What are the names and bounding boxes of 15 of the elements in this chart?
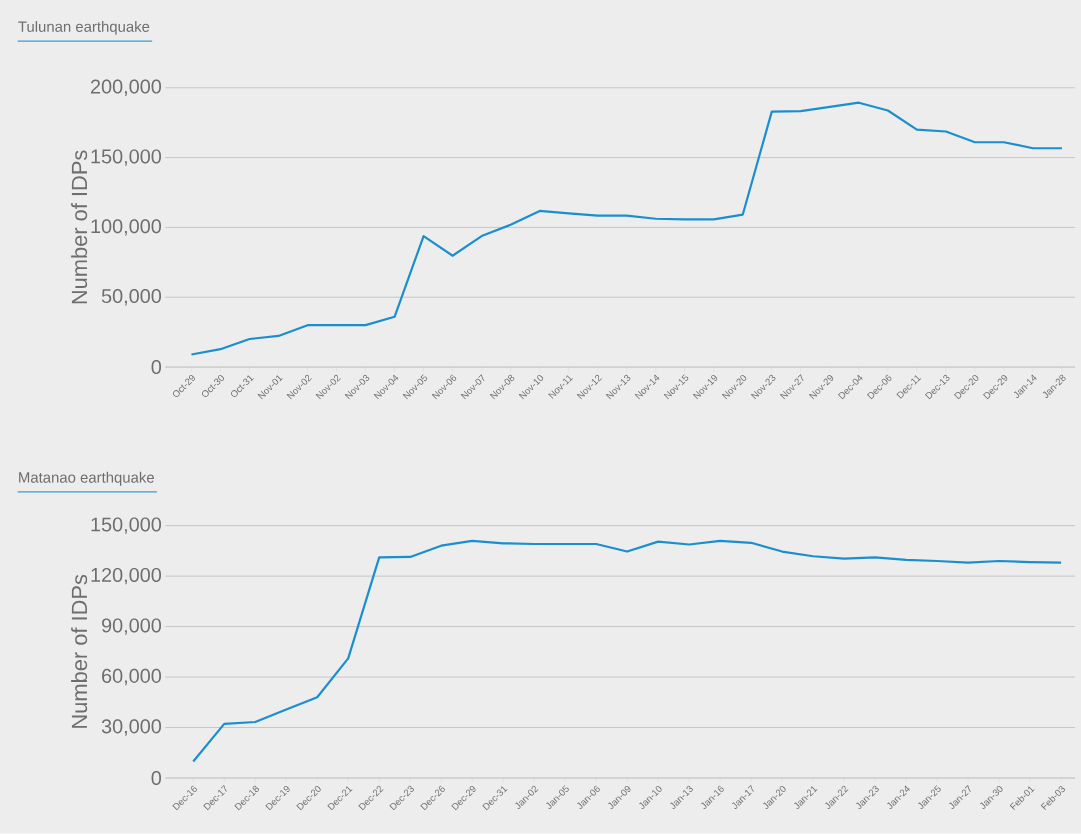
y-tick-label: 60,000: [102, 668, 162, 686]
chart-title: Matanao earthquake: [19, 471, 154, 486]
y-tick-label: 90,000: [101, 618, 162, 635]
y-tick-label: 30,000: [101, 719, 162, 736]
y-tick-label: 150,000: [91, 149, 162, 166]
chart-title: Tulunan earthquake: [18, 21, 150, 35]
y-axis-title: Number of IDPs: [71, 150, 88, 304]
y-tick-label: 0: [151, 771, 162, 786]
y-axis-title: Number of IDPs: [71, 574, 88, 728]
y-tick-label: 120,000: [91, 567, 162, 585]
y-tick-label: 100,000: [91, 219, 162, 236]
y-tick-label: 150,000: [91, 517, 162, 534]
y-tick-label: 50,000: [101, 289, 162, 306]
y-tick-label: 200,000: [90, 79, 162, 97]
y-tick-label: 0: [151, 360, 162, 375]
